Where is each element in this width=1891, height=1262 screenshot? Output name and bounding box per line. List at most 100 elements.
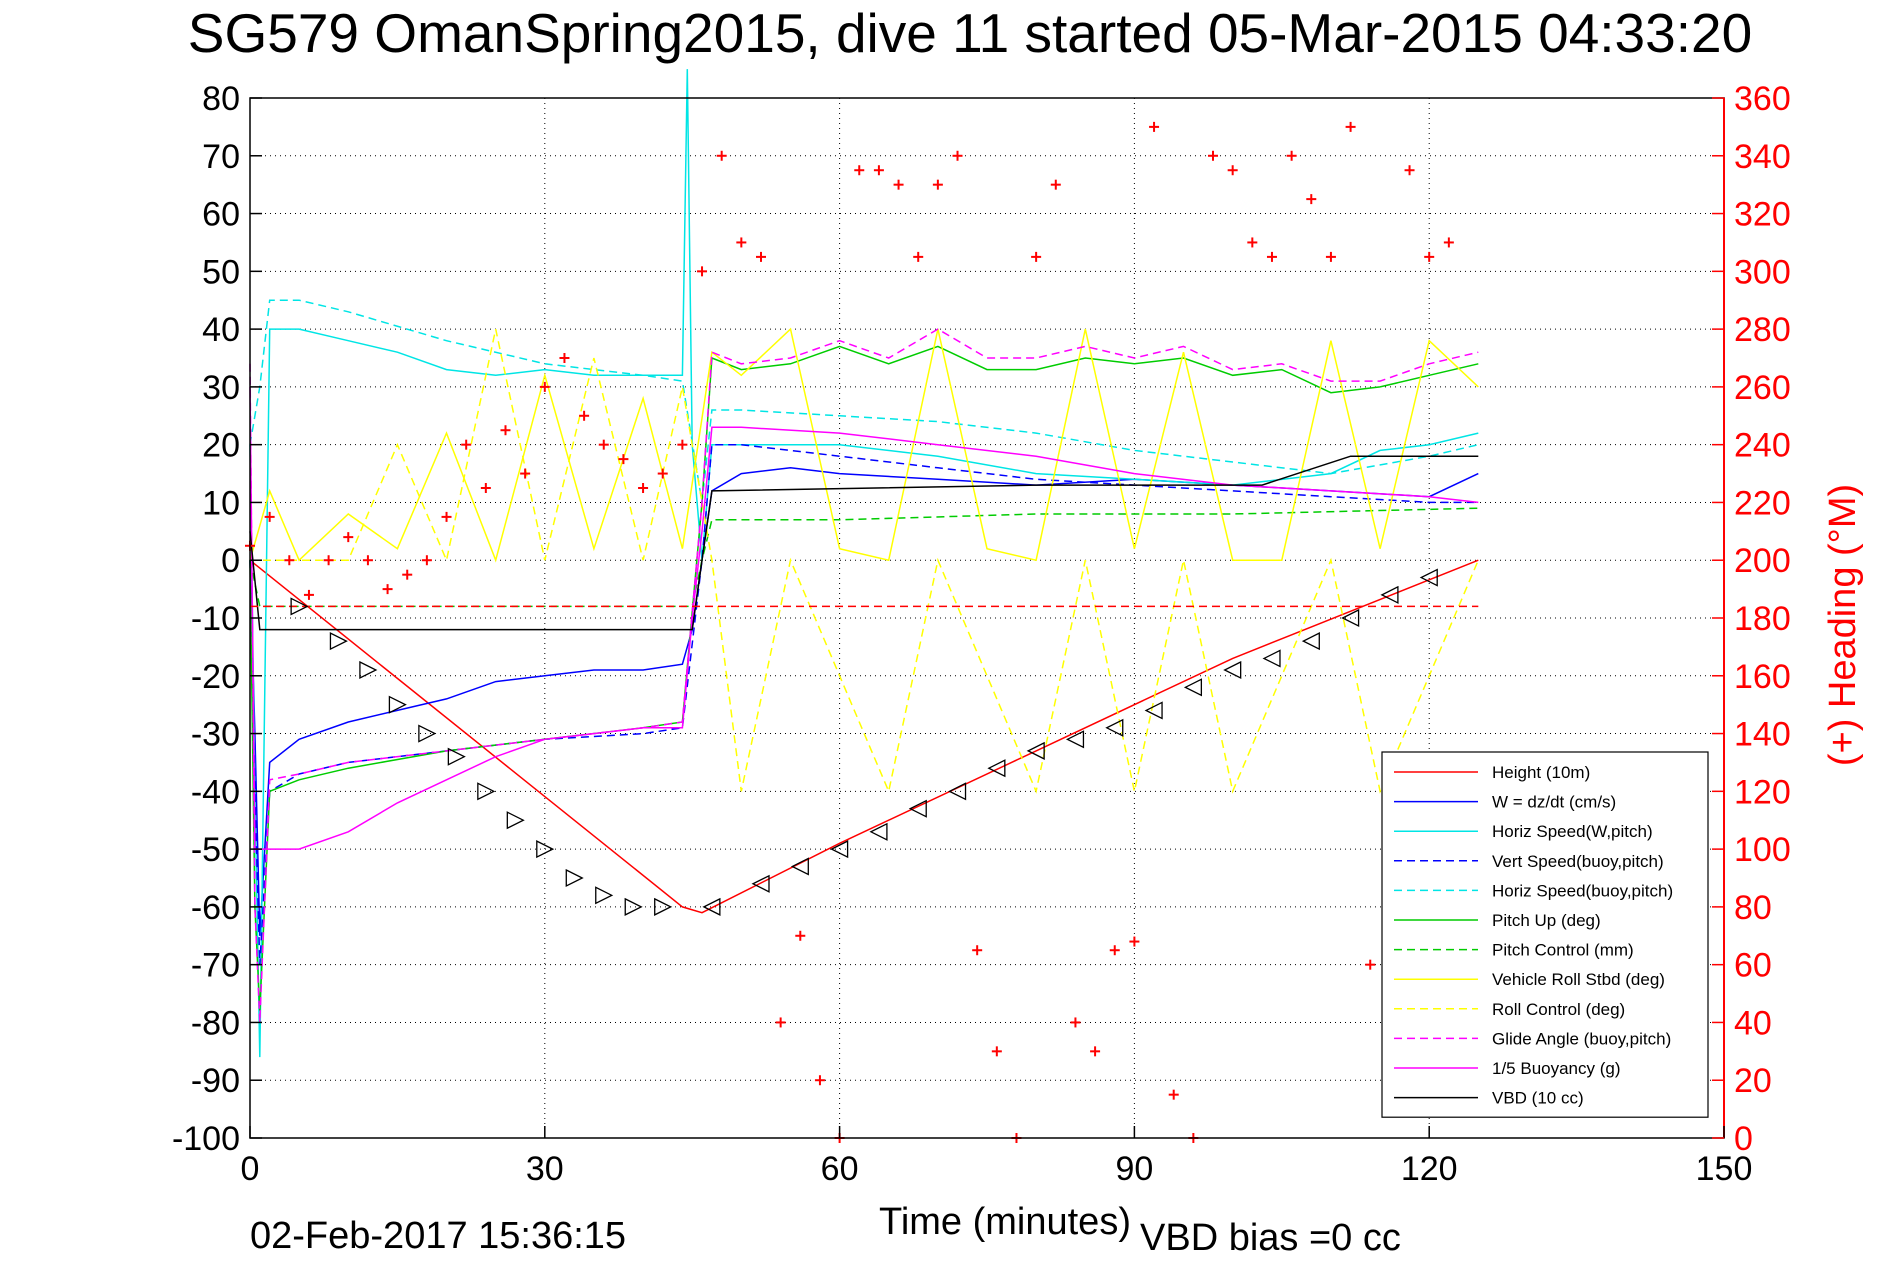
heading-point — [1109, 945, 1120, 956]
direction-marker — [388, 695, 407, 714]
direction-marker — [790, 857, 809, 876]
direction-marker — [1301, 632, 1320, 651]
heading-point — [343, 532, 354, 543]
direction-marker — [1144, 701, 1163, 720]
x-tick-label: 60 — [821, 1150, 859, 1188]
y2-tick-label: 180 — [1734, 600, 1791, 638]
heading-point — [1266, 251, 1277, 262]
direction-marker — [506, 811, 525, 830]
y-tick-label: -10 — [191, 600, 240, 638]
heading-point — [579, 410, 590, 421]
direction-marker — [595, 886, 614, 905]
direction-marker — [751, 874, 770, 893]
footer-timestamp: 02-Feb-2017 15:36:15 — [250, 1215, 626, 1257]
direction-marker — [1065, 730, 1085, 749]
direction-marker — [1419, 568, 1438, 587]
heading-point — [1050, 179, 1061, 190]
direction-marker — [830, 840, 849, 859]
y2-tick-label: 100 — [1734, 831, 1791, 869]
heading-point — [755, 251, 766, 262]
y-tick-label: -70 — [191, 947, 240, 985]
direction-marker — [565, 868, 584, 888]
legend-entry: Height (10m) — [1492, 763, 1590, 782]
direction-marker — [987, 759, 1006, 778]
heading-point — [1365, 959, 1376, 970]
direction-marker — [359, 660, 378, 680]
footer-vbd-bias: VBD bias =0 cc — [1140, 1217, 1401, 1259]
heading-point — [1306, 194, 1317, 205]
direction-marker — [536, 840, 555, 859]
series-line-8 — [250, 328, 1479, 794]
series-line-0 — [249, 559, 1479, 914]
y-tick-label: 40 — [202, 311, 240, 349]
direction-marker — [1262, 649, 1281, 668]
heading-point — [1208, 150, 1219, 161]
legend-entry: Pitch Control (mm) — [1492, 941, 1634, 960]
x-tick-label: 0 — [241, 1150, 260, 1188]
heading-point — [1129, 936, 1140, 947]
x-tick-label: 150 — [1696, 1150, 1753, 1188]
series-line-4 — [249, 299, 1479, 503]
y-tick-label: -50 — [191, 831, 240, 869]
x-axis-ticks: 0 30 60 90 120 150 — [241, 1126, 1753, 1188]
heading-point — [382, 584, 393, 595]
heading-point — [1424, 251, 1435, 262]
legend-entry: 1/5 Buoyancy (g) — [1492, 1059, 1621, 1078]
heading-point — [736, 237, 747, 248]
legend-entry: Glide Angle (buoy,pitch) — [1492, 1029, 1671, 1048]
heading-point — [677, 439, 688, 450]
heading-point — [539, 381, 550, 392]
y-tick-label: -90 — [191, 1062, 240, 1100]
heading-point — [598, 439, 609, 450]
heading-point — [500, 425, 511, 436]
direction-marker — [1223, 660, 1242, 680]
direction-marker — [948, 782, 967, 801]
direction-marker — [624, 897, 643, 916]
y2-tick-label: 120 — [1734, 773, 1791, 811]
heading-point — [618, 454, 629, 465]
legend: Height (10m) W = dz/dt (cm/s) Horiz Speed(… — [1381, 751, 1709, 1118]
y2-tick-label: 0 — [1734, 1120, 1753, 1158]
heading-point — [480, 483, 491, 493]
legend-entry: Horiz Speed(W,pitch) — [1492, 822, 1653, 841]
x-tick-label: 90 — [1115, 1150, 1153, 1188]
heading-point — [913, 251, 924, 262]
direction-marker — [1183, 678, 1203, 697]
legend-entry: Vehicle Roll Stbd (deg) — [1492, 970, 1665, 989]
series-line-2 — [249, 69, 1479, 1058]
series-line-1 — [249, 467, 1479, 936]
heading-point — [854, 165, 865, 176]
y2-tick-label: 300 — [1734, 253, 1791, 291]
legend-entry: Horiz Speed(buoy,pitch) — [1492, 881, 1673, 900]
y2-tick-label: 140 — [1734, 716, 1791, 754]
series-line-9 — [249, 328, 1479, 1023]
y-axis-ticks: 80 70 60 50 40 30 20 10 0 -10 -20 -30 -40 -50 -60 -70 -8… — [172, 80, 262, 1158]
heading-point — [1090, 1046, 1101, 1057]
heading-point — [1168, 1089, 1179, 1100]
legend-entry: Roll Control (deg) — [1492, 1000, 1625, 1019]
heading-point — [323, 555, 334, 566]
y2-tick-label: 60 — [1734, 947, 1772, 985]
y2-axis-ticks: 3603403203002802602402202001801601401201… — [1712, 80, 1791, 1158]
heading-point — [972, 945, 983, 956]
y2-tick-label: 340 — [1734, 138, 1791, 176]
y-tick-label: 30 — [202, 369, 240, 407]
y-tick-label: -40 — [191, 773, 240, 811]
heading-point — [657, 468, 668, 479]
y2-tick-label: 200 — [1734, 542, 1791, 580]
direction-marker — [329, 632, 348, 651]
direction-marker — [290, 597, 309, 616]
legend-entry: Vert Speed(buoy,pitch) — [1492, 852, 1664, 871]
heading-point — [441, 511, 452, 522]
y-tick-label: 50 — [202, 253, 240, 291]
x-axis-label: Time (minutes) — [879, 1201, 1131, 1243]
legend-entry: VBD (10 cc) — [1492, 1089, 1584, 1108]
heading-point — [303, 589, 314, 600]
heading-point — [421, 555, 432, 566]
direction-markers — [290, 568, 1438, 916]
heading-point — [952, 150, 963, 161]
y-tick-label: -80 — [191, 1004, 240, 1042]
direction-marker — [418, 724, 437, 743]
heading-point — [814, 1075, 825, 1086]
